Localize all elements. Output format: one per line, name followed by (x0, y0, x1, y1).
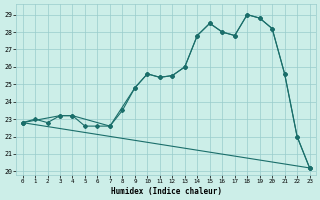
X-axis label: Humidex (Indice chaleur): Humidex (Indice chaleur) (111, 187, 221, 196)
